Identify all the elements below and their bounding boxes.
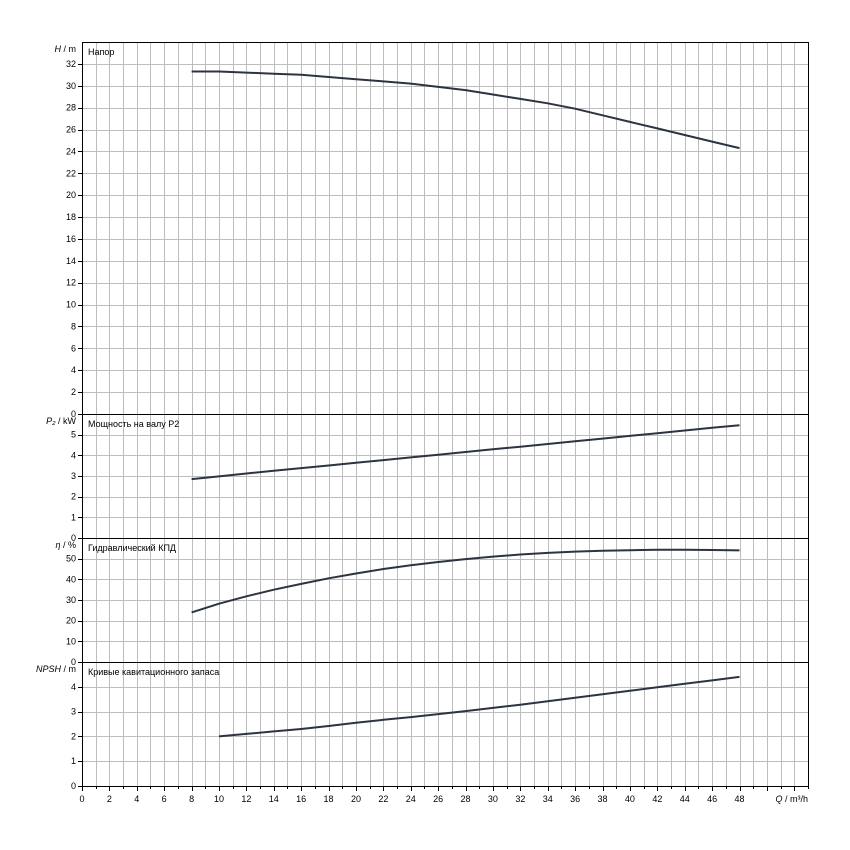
y-axis-label-unit: / m — [61, 664, 76, 674]
x-tick-label: 32 — [515, 794, 525, 804]
y-tick-label: 10 — [66, 636, 76, 646]
x-tick-label: 24 — [406, 794, 416, 804]
x-tick-label: 6 — [162, 794, 167, 804]
y-tick-label: 0 — [71, 657, 76, 667]
x-axis-label-symbol: Q — [775, 794, 782, 804]
x-tick-label: 26 — [433, 794, 443, 804]
y-tick-label: 2 — [71, 387, 76, 397]
x-tick-label: 14 — [269, 794, 279, 804]
y-tick-label: 20 — [66, 190, 76, 200]
plot-frame — [82, 42, 809, 787]
panel-3: 0 10 20 30 40 50 η / % Гидравлический КПД — [55, 540, 808, 667]
y-axis-label-symbol: P₂ — [46, 416, 56, 426]
x-tick-label: 22 — [378, 794, 388, 804]
x-tick-label: 40 — [625, 794, 635, 804]
performance-curve — [218, 675, 740, 738]
y-tick-label: 50 — [66, 554, 76, 564]
y-tick-label: 26 — [66, 125, 76, 135]
y-tick-label: 16 — [66, 234, 76, 244]
y-tick-label: 3 — [71, 707, 76, 717]
y-tick-label: 4 — [71, 365, 76, 375]
y-tick-label: 6 — [71, 343, 76, 353]
y-tick-label: 4 — [71, 450, 76, 460]
y-tick-label: 2 — [71, 492, 76, 502]
x-tick-label: 46 — [707, 794, 717, 804]
x-tick-label: 42 — [652, 794, 662, 804]
y-tick-label: 0 — [71, 409, 76, 419]
y-tick-label: 28 — [66, 103, 76, 113]
panel-title: Мощность на валу P2 — [88, 419, 179, 429]
y-axis-label-symbol: H — [55, 44, 62, 54]
panel-title: Кривые кавитационного запаса — [88, 667, 219, 677]
panel-4: 0 1 2 3 4 NPSH / m Кривые кавитационного запас… — [36, 664, 808, 791]
y-tick-label: 0 — [71, 781, 76, 791]
x-tick-label: 18 — [324, 794, 334, 804]
x-tick-label: 8 — [189, 794, 194, 804]
performance-curve — [191, 424, 740, 481]
y-tick-label: 12 — [66, 278, 76, 288]
y-tick-label: 14 — [66, 256, 76, 266]
y-axis-label-unit: / % — [60, 540, 76, 550]
performance-curve — [191, 548, 740, 614]
x-tick-label: 34 — [543, 794, 553, 804]
x-tick-label: 2 — [107, 794, 112, 804]
y-tick-label: 18 — [66, 212, 76, 222]
performance-curve — [191, 70, 740, 150]
x-axis: 0 2 4 6 8 10 12 14 16 18 20 22 24 26 28 30 32 34 36 38 40 42 4… — [79, 786, 809, 804]
y-tick-label: 30 — [66, 81, 76, 91]
x-tick-label: 16 — [296, 794, 306, 804]
x-axis-label: Q / m³/h — [775, 794, 808, 804]
y-axis-label-symbol: η — [55, 540, 60, 550]
y-axis-label: P₂ / kW — [46, 416, 76, 426]
panel-title: Напор — [88, 47, 114, 57]
x-tick-label: 4 — [134, 794, 139, 804]
y-tick-label: 3 — [71, 471, 76, 481]
y-tick-label: 24 — [66, 146, 76, 156]
y-tick-label: 20 — [66, 616, 76, 626]
panel-2: 0 1 2 3 4 5 P₂ / kW Мощность на валу P2 — [46, 416, 808, 543]
y-tick-label: 40 — [66, 574, 76, 584]
x-tick-label: 36 — [570, 794, 580, 804]
x-tick-label: 38 — [598, 794, 608, 804]
x-tick-label: 48 — [735, 794, 745, 804]
x-tick-label: 44 — [680, 794, 690, 804]
y-tick-label: 30 — [66, 595, 76, 605]
y-tick-label: 2 — [71, 731, 76, 741]
x-tick-label: 28 — [461, 794, 471, 804]
y-tick-label: 5 — [71, 430, 76, 440]
y-tick-label: 32 — [66, 59, 76, 69]
x-tick-label: 20 — [351, 794, 361, 804]
panel-title: Гидравлический КПД — [88, 543, 176, 553]
x-tick-label: 12 — [241, 794, 251, 804]
y-axis-label: H / m — [55, 44, 77, 54]
y-axis-label-symbol: NPSH — [36, 664, 62, 674]
y-tick-label: 4 — [71, 682, 76, 692]
y-tick-label: 10 — [66, 300, 76, 310]
y-tick-label: 8 — [71, 321, 76, 331]
y-tick-label: 22 — [66, 168, 76, 178]
x-tick-label: 0 — [79, 794, 84, 804]
x-tick-label: 30 — [488, 794, 498, 804]
y-tick-label: 1 — [71, 756, 76, 766]
y-tick-label: 0 — [71, 533, 76, 543]
y-axis-label: η / % — [55, 540, 76, 550]
x-axis-label-unit: / m³/h — [782, 794, 808, 804]
y-axis-label: NPSH / m — [36, 664, 76, 674]
y-axis-label-unit: / kW — [56, 416, 77, 426]
x-tick-label: 10 — [214, 794, 224, 804]
y-axis-label-unit: / m — [61, 44, 76, 54]
y-tick-label: 1 — [71, 512, 76, 522]
